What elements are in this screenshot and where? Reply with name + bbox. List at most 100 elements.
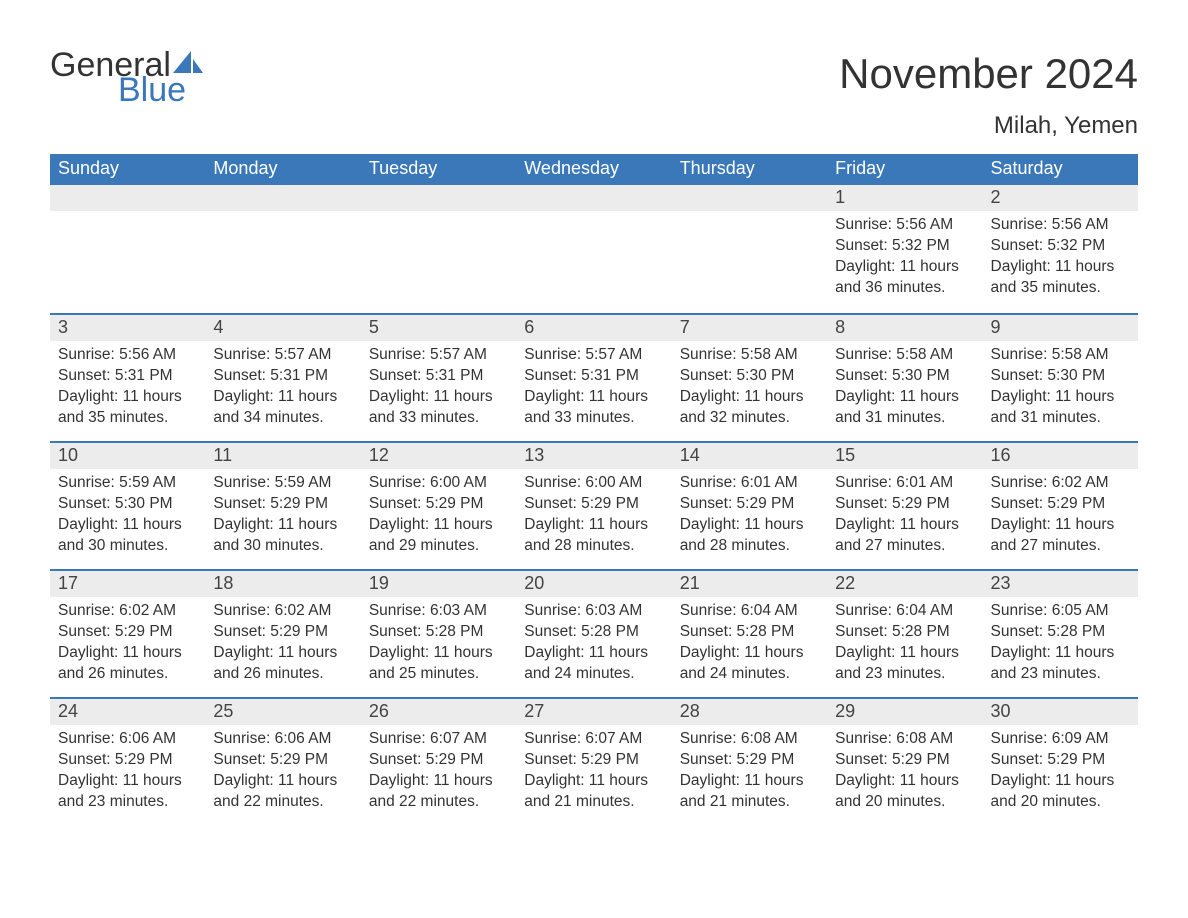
daylight-line: Daylight: 11 hours and 32 minutes. [680, 387, 819, 429]
dow-thursday: Thursday [672, 154, 827, 185]
brand-word-blue: Blue [50, 75, 203, 106]
daylight-line: Daylight: 11 hours and 26 minutes. [213, 643, 352, 685]
calendar-day: 14Sunrise: 6:01 AMSunset: 5:29 PMDayligh… [672, 443, 827, 569]
day-number: 19 [361, 571, 516, 597]
sunset-line: Sunset: 5:29 PM [213, 494, 352, 515]
dow-tuesday: Tuesday [361, 154, 516, 185]
day-number: 2 [983, 185, 1138, 211]
calendar-day: 9Sunrise: 5:58 AMSunset: 5:30 PMDaylight… [983, 315, 1138, 441]
day-number: 4 [205, 315, 360, 341]
day-details: Sunrise: 5:58 AMSunset: 5:30 PMDaylight:… [983, 341, 1138, 431]
calendar-week: 24Sunrise: 6:06 AMSunset: 5:29 PMDayligh… [50, 697, 1138, 825]
day-details: Sunrise: 5:57 AMSunset: 5:31 PMDaylight:… [361, 341, 516, 431]
calendar-week: 10Sunrise: 5:59 AMSunset: 5:30 PMDayligh… [50, 441, 1138, 569]
calendar-day: 25Sunrise: 6:06 AMSunset: 5:29 PMDayligh… [205, 699, 360, 825]
calendar-day: 5Sunrise: 5:57 AMSunset: 5:31 PMDaylight… [361, 315, 516, 441]
calendar-day [205, 185, 360, 313]
day-number [672, 185, 827, 211]
location-label: Milah, Yemen [839, 112, 1138, 140]
calendar-day: 27Sunrise: 6:07 AMSunset: 5:29 PMDayligh… [516, 699, 671, 825]
calendar-page: General Blue November 2024 Milah, Yemen … [0, 0, 1188, 855]
calendar-day [50, 185, 205, 313]
day-details: Sunrise: 5:57 AMSunset: 5:31 PMDaylight:… [516, 341, 671, 431]
sunset-line: Sunset: 5:28 PM [369, 622, 508, 643]
day-number: 10 [50, 443, 205, 469]
sunrise-line: Sunrise: 5:57 AM [369, 345, 508, 366]
day-number: 8 [827, 315, 982, 341]
day-details: Sunrise: 5:56 AMSunset: 5:31 PMDaylight:… [50, 341, 205, 431]
dow-saturday: Saturday [983, 154, 1138, 185]
calendar-day: 4Sunrise: 5:57 AMSunset: 5:31 PMDaylight… [205, 315, 360, 441]
sunset-line: Sunset: 5:31 PM [524, 366, 663, 387]
day-details: Sunrise: 6:06 AMSunset: 5:29 PMDaylight:… [50, 725, 205, 815]
calendar-day [672, 185, 827, 313]
day-number: 24 [50, 699, 205, 725]
calendar-day: 15Sunrise: 6:01 AMSunset: 5:29 PMDayligh… [827, 443, 982, 569]
day-number: 27 [516, 699, 671, 725]
calendar-week: 17Sunrise: 6:02 AMSunset: 5:29 PMDayligh… [50, 569, 1138, 697]
day-number [50, 185, 205, 211]
daylight-line: Daylight: 11 hours and 31 minutes. [991, 387, 1130, 429]
calendar-week: 1Sunrise: 5:56 AMSunset: 5:32 PMDaylight… [50, 185, 1138, 313]
day-number: 7 [672, 315, 827, 341]
day-number: 14 [672, 443, 827, 469]
weeks-container: 1Sunrise: 5:56 AMSunset: 5:32 PMDaylight… [50, 185, 1138, 825]
sunset-line: Sunset: 5:30 PM [835, 366, 974, 387]
daylight-line: Daylight: 11 hours and 34 minutes. [213, 387, 352, 429]
daylight-line: Daylight: 11 hours and 23 minutes. [58, 771, 197, 813]
dow-sunday: Sunday [50, 154, 205, 185]
sunset-line: Sunset: 5:31 PM [58, 366, 197, 387]
day-number [361, 185, 516, 211]
sunset-line: Sunset: 5:29 PM [680, 494, 819, 515]
daylight-line: Daylight: 11 hours and 23 minutes. [835, 643, 974, 685]
sunset-line: Sunset: 5:29 PM [213, 622, 352, 643]
sunrise-line: Sunrise: 6:07 AM [524, 729, 663, 750]
daylight-line: Daylight: 11 hours and 27 minutes. [835, 515, 974, 557]
sunset-line: Sunset: 5:30 PM [58, 494, 197, 515]
calendar-day: 28Sunrise: 6:08 AMSunset: 5:29 PMDayligh… [672, 699, 827, 825]
daylight-line: Daylight: 11 hours and 28 minutes. [680, 515, 819, 557]
calendar-day: 16Sunrise: 6:02 AMSunset: 5:29 PMDayligh… [983, 443, 1138, 569]
day-details: Sunrise: 6:04 AMSunset: 5:28 PMDaylight:… [672, 597, 827, 687]
sunrise-line: Sunrise: 6:00 AM [369, 473, 508, 494]
day-number: 30 [983, 699, 1138, 725]
day-number [516, 185, 671, 211]
day-number: 20 [516, 571, 671, 597]
day-of-week-header: Sunday Monday Tuesday Wednesday Thursday… [50, 154, 1138, 185]
brand-logo: General Blue [50, 50, 203, 105]
sunrise-line: Sunrise: 5:58 AM [835, 345, 974, 366]
calendar-day: 29Sunrise: 6:08 AMSunset: 5:29 PMDayligh… [827, 699, 982, 825]
calendar-day: 12Sunrise: 6:00 AMSunset: 5:29 PMDayligh… [361, 443, 516, 569]
day-number: 26 [361, 699, 516, 725]
day-number: 17 [50, 571, 205, 597]
daylight-line: Daylight: 11 hours and 26 minutes. [58, 643, 197, 685]
daylight-line: Daylight: 11 hours and 35 minutes. [991, 257, 1130, 299]
day-number: 15 [827, 443, 982, 469]
sunrise-line: Sunrise: 6:02 AM [213, 601, 352, 622]
day-number: 5 [361, 315, 516, 341]
sunrise-line: Sunrise: 6:02 AM [58, 601, 197, 622]
sunrise-line: Sunrise: 6:04 AM [680, 601, 819, 622]
daylight-line: Daylight: 11 hours and 36 minutes. [835, 257, 974, 299]
day-number: 3 [50, 315, 205, 341]
day-number: 21 [672, 571, 827, 597]
day-number: 29 [827, 699, 982, 725]
daylight-line: Daylight: 11 hours and 22 minutes. [213, 771, 352, 813]
sunrise-line: Sunrise: 5:58 AM [680, 345, 819, 366]
sunset-line: Sunset: 5:28 PM [835, 622, 974, 643]
sunrise-line: Sunrise: 6:02 AM [991, 473, 1130, 494]
calendar-day: 17Sunrise: 6:02 AMSunset: 5:29 PMDayligh… [50, 571, 205, 697]
sunset-line: Sunset: 5:31 PM [213, 366, 352, 387]
day-details: Sunrise: 6:05 AMSunset: 5:28 PMDaylight:… [983, 597, 1138, 687]
day-number: 28 [672, 699, 827, 725]
daylight-line: Daylight: 11 hours and 33 minutes. [524, 387, 663, 429]
sunrise-line: Sunrise: 6:03 AM [524, 601, 663, 622]
day-number: 16 [983, 443, 1138, 469]
calendar-day: 20Sunrise: 6:03 AMSunset: 5:28 PMDayligh… [516, 571, 671, 697]
sunset-line: Sunset: 5:32 PM [835, 236, 974, 257]
daylight-line: Daylight: 11 hours and 23 minutes. [991, 643, 1130, 685]
day-details: Sunrise: 6:07 AMSunset: 5:29 PMDaylight:… [516, 725, 671, 815]
day-details: Sunrise: 6:09 AMSunset: 5:29 PMDaylight:… [983, 725, 1138, 815]
day-details: Sunrise: 5:59 AMSunset: 5:29 PMDaylight:… [205, 469, 360, 559]
sunset-line: Sunset: 5:31 PM [369, 366, 508, 387]
